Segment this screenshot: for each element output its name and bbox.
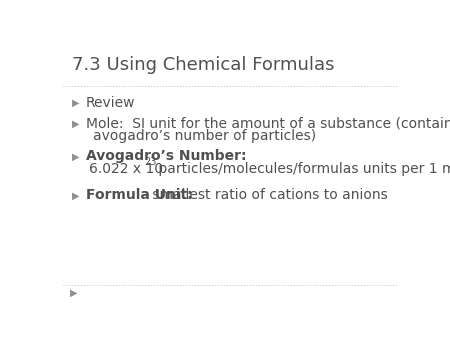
Text: smallest ratio of cations to anions: smallest ratio of cations to anions [148,188,388,202]
Text: ▶: ▶ [72,190,80,200]
Text: Formula Unit:: Formula Unit: [86,188,193,202]
Text: 6.022 x 10: 6.022 x 10 [90,162,163,176]
Text: particles/molecules/formulas units per 1 mol: particles/molecules/formulas units per 1… [154,162,450,176]
Text: ▶: ▶ [69,288,77,297]
Text: ▶: ▶ [72,118,80,128]
Text: Mole:  SI unit for the amount of a substance (contains: Mole: SI unit for the amount of a substa… [86,116,450,130]
Text: 23: 23 [144,157,157,167]
Text: Review: Review [86,96,135,110]
Text: ▶: ▶ [72,97,80,107]
Text: Avogadro’s Number:: Avogadro’s Number: [86,149,247,163]
Text: ▶: ▶ [72,151,80,161]
Text: avogadro’s number of particles): avogadro’s number of particles) [93,129,316,143]
Text: 7.3 Using Chemical Formulas: 7.3 Using Chemical Formulas [72,56,334,74]
